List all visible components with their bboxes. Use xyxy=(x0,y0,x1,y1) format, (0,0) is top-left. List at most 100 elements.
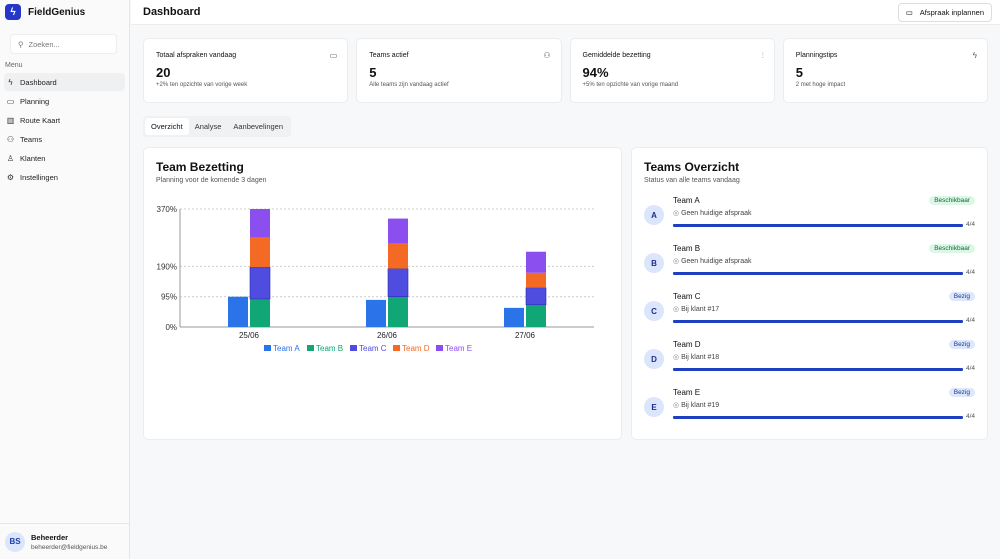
progress-value: 4/4 xyxy=(965,365,975,372)
status-badge: Bezig xyxy=(948,292,975,301)
logo-zap-icon: ϟ xyxy=(5,4,21,20)
map-pin-icon: ◎ xyxy=(673,306,680,313)
legend-swatch xyxy=(350,345,357,351)
user-profile[interactable]: BS Beheerder beheerder@fieldgenius.be xyxy=(0,523,130,559)
team-name: Team C xyxy=(673,292,701,301)
stat-label: Planningstips xyxy=(795,52,838,59)
map-pin-icon: ◎ xyxy=(673,258,680,265)
location-text: Bij klant #17 xyxy=(681,306,720,313)
location-text: Geen huidige afspraak xyxy=(681,210,752,217)
users-icon: ⚇ xyxy=(543,51,551,60)
progress-fill xyxy=(673,320,963,323)
calendar-icon: ▭ xyxy=(6,96,15,106)
sidebar-item-planning[interactable]: ▭ Planning xyxy=(4,92,125,110)
search-placeholder: Zoeken... xyxy=(28,39,60,49)
team-item[interactable]: E Team E ◎ Bij klant #19 Bezig 4/4 xyxy=(644,388,987,436)
x-tick-label: 27/06 xyxy=(515,331,536,340)
bar-chart-icon: ⫶ xyxy=(761,51,764,60)
map-icon: ▥ xyxy=(6,115,15,125)
tab-aanbevelingen[interactable]: Aanbevelingen xyxy=(233,122,284,131)
team-avatar: A xyxy=(644,205,664,225)
sidebar-item-instellingen[interactable]: ⚙ Instellingen xyxy=(4,168,125,186)
team-location: ◎ Bij klant #17 xyxy=(673,305,719,313)
bar-team-c xyxy=(249,266,271,300)
status-badge: Beschikbaar xyxy=(929,196,975,205)
search-icon: ⚲ xyxy=(18,39,24,49)
progress-fill xyxy=(673,416,963,419)
team-avatar: D xyxy=(644,349,664,369)
calendar-icon: ▭ xyxy=(905,7,913,17)
sidebar-item-klanten[interactable]: ♙ Klanten xyxy=(4,149,125,167)
legend-label: Team D xyxy=(402,344,430,353)
legend-swatch xyxy=(264,345,271,351)
team-avatar: B xyxy=(644,253,664,273)
location-text: Bij klant #18 xyxy=(681,354,720,361)
teams-overview-card: Teams Overzicht Status van alle teams va… xyxy=(631,147,988,440)
calendar-icon: ▭ xyxy=(329,51,338,60)
user-email: beheerder@fieldgenius.be xyxy=(31,543,108,551)
team-name: Team B xyxy=(673,244,701,253)
stat-value: 5 xyxy=(369,65,377,80)
sidebar-item-label: Planning xyxy=(20,96,50,106)
y-tick-label: 190% xyxy=(157,262,177,271)
bar-team-e xyxy=(388,218,408,244)
bar-team-a xyxy=(366,299,386,327)
team-occupancy-card: Team Bezetting Planning voor de komende … xyxy=(143,147,622,440)
progress-bar xyxy=(673,416,963,419)
legend-label: Team A xyxy=(273,344,300,353)
sidebar-item-dashboard[interactable]: ϟ Dashboard xyxy=(4,73,125,91)
team-avatar: E xyxy=(644,397,664,417)
progress-fill xyxy=(673,368,963,371)
team-item[interactable]: B Team B ◎ Geen huidige afspraak Beschikbaa… xyxy=(644,244,987,292)
bar-team-d xyxy=(250,237,270,268)
x-tick-label: 26/06 xyxy=(377,331,398,340)
sidebar-item-route-kaart[interactable]: ▥ Route Kaart xyxy=(4,111,125,129)
sidebar: ϟ FieldGenius ⚲ Zoeken... Menu ϟ Dashboar… xyxy=(0,0,130,559)
zap-icon: ϟ xyxy=(8,77,13,87)
users-icon: ⚇ xyxy=(6,134,15,144)
tab-analyse[interactable]: Analyse xyxy=(194,122,222,131)
gear-icon: ⚙ xyxy=(6,172,15,182)
bar-team-a xyxy=(504,307,524,327)
progress-value: 4/4 xyxy=(965,221,975,228)
stat-value: 20 xyxy=(156,65,171,80)
progress-value: 4/4 xyxy=(965,413,975,420)
bar-team-d xyxy=(388,243,408,269)
team-location: ◎ Geen huidige afspraak xyxy=(673,209,752,217)
bar-team-c xyxy=(525,287,547,305)
progress-fill xyxy=(673,272,963,275)
team-name: Team A xyxy=(673,196,700,205)
stat-subtext: +2% ten opzichte van vorige week xyxy=(156,82,248,88)
bar-team-b xyxy=(526,304,546,327)
bar-team-a xyxy=(228,296,248,327)
progress-value: 4/4 xyxy=(965,269,975,276)
search-input[interactable]: ⚲ Zoeken... xyxy=(10,34,117,54)
page-title: Dashboard xyxy=(143,6,201,18)
location-text: Bij klant #19 xyxy=(681,402,720,409)
card-title: Team Bezetting xyxy=(156,160,244,174)
button-label: Afspraak inplannen xyxy=(919,7,984,17)
stat-label: Teams actief xyxy=(369,52,409,59)
bar-team-d xyxy=(526,272,546,288)
sidebar-item-teams[interactable]: ⚇ Teams xyxy=(4,130,125,148)
bar-team-b xyxy=(388,296,408,327)
map-pin-icon: ◎ xyxy=(673,210,680,217)
bar-team-e xyxy=(526,251,546,273)
stat-card: Gemiddelde bezetting ⫶ 94% +5% ten opzichte… xyxy=(569,38,775,103)
team-item[interactable]: C Team C ◎ Bij klant #17 Bezig 4/4 xyxy=(644,292,987,340)
user-icon: ♙ xyxy=(6,153,15,163)
tab-bar: Overzicht Analyse Aanbevelingen xyxy=(143,116,292,137)
legend-swatch xyxy=(307,345,314,351)
progress-bar xyxy=(673,272,963,275)
team-location: ◎ Bij klant #19 xyxy=(673,401,719,409)
stat-card: Planningstips ϟ 5 2 met hoge impact xyxy=(782,38,988,103)
schedule-appointment-button[interactable]: ▭ Afspraak inplannen xyxy=(897,2,992,22)
status-badge: Beschikbaar xyxy=(929,244,975,253)
team-item[interactable]: A Team A ◎ Geen huidige afspraak Beschikbaa… xyxy=(644,196,987,244)
tab-overzicht[interactable]: Overzicht xyxy=(145,118,189,135)
card-title: Teams Overzicht xyxy=(644,160,740,174)
card-subtitle: Status van alle teams vandaag xyxy=(644,177,740,184)
team-item[interactable]: D Team D ◎ Bij klant #18 Bezig 4/4 xyxy=(644,340,987,388)
x-tick-label: 25/06 xyxy=(239,331,260,340)
app-logo[interactable]: ϟ FieldGenius xyxy=(0,0,129,24)
